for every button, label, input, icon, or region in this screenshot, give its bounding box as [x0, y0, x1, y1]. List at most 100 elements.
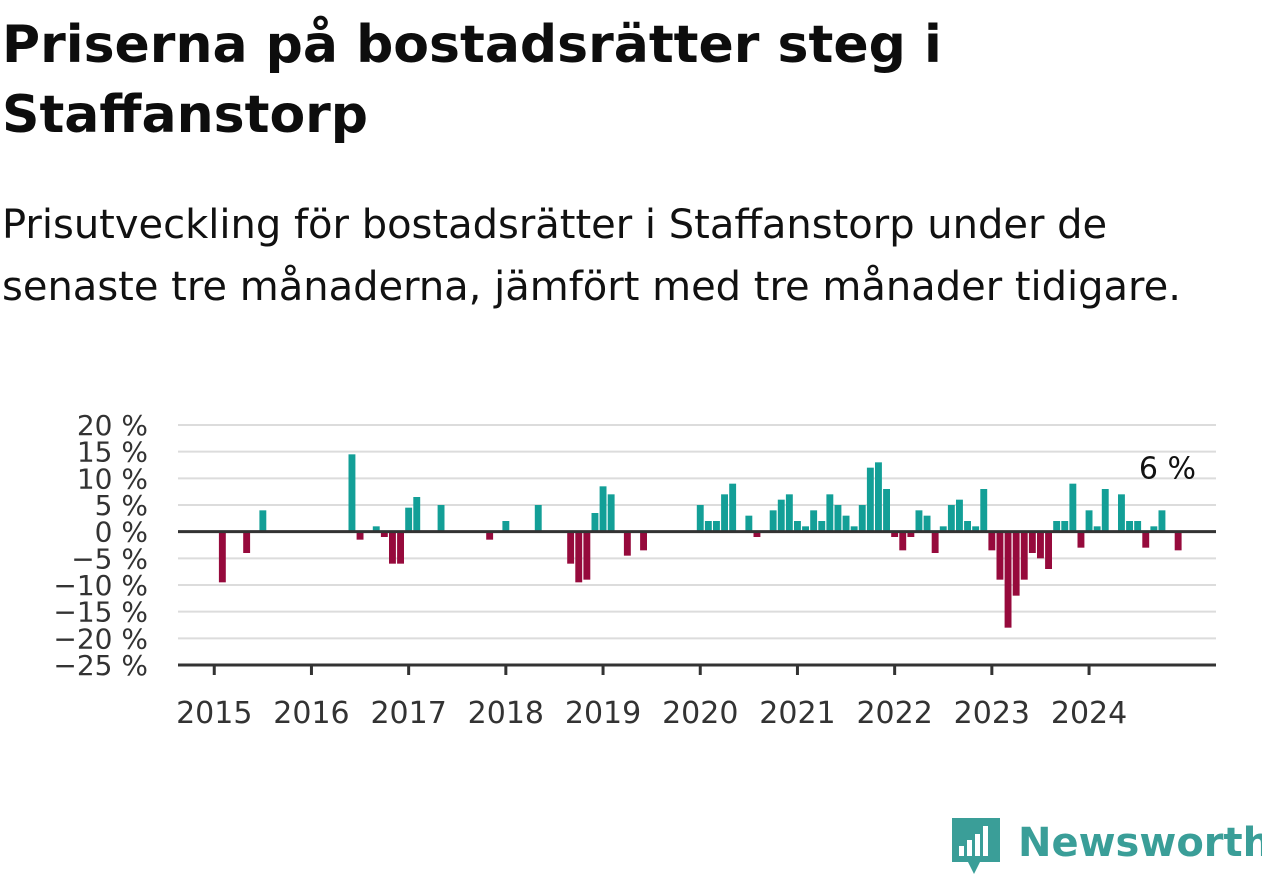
bar: [1045, 531, 1052, 569]
x-tick-label: 2024: [1051, 696, 1127, 730]
x-axis-tick-labels: 2015 2016 2017 2018 2019 2020 2021 2022 2023 2024: [176, 696, 1127, 730]
bar: [956, 499, 963, 532]
y-tick-label: 0 %: [95, 516, 148, 549]
bar: [1126, 521, 1133, 532]
bar: [1069, 483, 1077, 532]
bar: [640, 531, 647, 551]
bars: [218, 454, 1182, 628]
bar: [1004, 531, 1012, 628]
x-tick-label: 2023: [954, 696, 1030, 730]
bar: [988, 531, 996, 551]
bar: [413, 497, 421, 532]
x-tick-label: 2021: [759, 696, 835, 730]
bar: [729, 483, 737, 532]
bar: [1158, 510, 1166, 532]
bar: [721, 494, 728, 532]
chart-title: Priserna på bostadsrätter steg i Staffan…: [2, 15, 942, 145]
bar: [972, 526, 980, 532]
bar: [356, 531, 364, 540]
x-tick-label: 2022: [856, 696, 932, 730]
y-tick-label: −5 %: [71, 542, 148, 575]
bar: [1174, 531, 1182, 551]
x-tick-label: 2017: [370, 696, 446, 730]
bar: [1053, 521, 1061, 532]
bar: [437, 505, 445, 532]
newsworthy-logo-text: Newsworthy: [1018, 820, 1262, 866]
bar: [1134, 521, 1142, 532]
bar: [826, 494, 834, 532]
bar: [745, 515, 753, 532]
bar: [405, 507, 413, 532]
newsworthy-logo-icon: [952, 818, 1000, 874]
bar: [875, 462, 882, 532]
bar: [842, 515, 850, 532]
bar: [599, 486, 607, 532]
bar: [1085, 510, 1093, 532]
bar: [777, 499, 785, 532]
bar: [1061, 521, 1069, 532]
bar: [947, 505, 955, 532]
y-tick-label: 20 %: [77, 409, 148, 442]
y-tick-label: 10 %: [77, 462, 148, 495]
bar: [915, 510, 923, 532]
bar: [575, 531, 583, 583]
bar: [583, 531, 591, 580]
bar: [1093, 526, 1101, 532]
bar: [850, 526, 858, 532]
chart-subtitle: Prisutveckling för bostadsrätter i Staff…: [2, 202, 1181, 310]
bar: [397, 531, 404, 564]
bar: [534, 505, 542, 532]
bar: [623, 531, 631, 556]
bar: [794, 521, 801, 532]
bar: [1118, 494, 1125, 532]
bar: [858, 505, 866, 532]
bar: [980, 489, 988, 532]
bar: [1012, 531, 1020, 596]
y-tick-label: −20 %: [53, 622, 148, 655]
bar: [1020, 531, 1028, 580]
bar: [713, 521, 720, 532]
x-tick-label: 2015: [176, 696, 252, 730]
bar: [1037, 531, 1044, 559]
last-value-label: 6 %: [1139, 452, 1196, 487]
bar: [1150, 526, 1158, 532]
bar: [891, 531, 899, 537]
bar: [1142, 531, 1150, 548]
bar: [899, 531, 907, 551]
bar: [380, 531, 388, 537]
bar: [704, 521, 712, 532]
y-axis-tick-labels: 20 %15 %10 %5 %0 %−5 %−10 %−15 %−20 %−25…: [53, 409, 148, 682]
bar: [243, 531, 251, 553]
x-tick-label: 2016: [273, 696, 349, 730]
bar: [1077, 531, 1085, 548]
x-tick-label: 2019: [565, 696, 641, 730]
bar: [769, 510, 777, 532]
y-tick-label: −15 %: [53, 596, 148, 629]
bar: [923, 515, 931, 532]
bar: [607, 494, 615, 532]
bar: [696, 505, 704, 532]
bar: [1028, 531, 1036, 553]
y-tick-label: −10 %: [53, 569, 148, 602]
bar: [802, 526, 809, 532]
bar: [834, 505, 842, 532]
y-tick-label: 15 %: [77, 436, 148, 469]
bar-chart: 20 %15 %10 %5 %0 %−5 %−10 %−15 %−20 %−25…: [53, 409, 1216, 730]
bar: [785, 494, 793, 532]
bar: [753, 531, 761, 537]
bar: [348, 454, 356, 532]
bar: [372, 526, 380, 532]
bar: [907, 531, 915, 537]
bar: [939, 526, 947, 532]
bar: [810, 510, 818, 532]
bar: [259, 510, 267, 532]
bar: [996, 531, 1004, 580]
bar: [486, 531, 494, 540]
bar: [218, 531, 226, 583]
bar: [818, 521, 826, 532]
bar: [964, 521, 971, 532]
bar: [502, 521, 510, 532]
y-tick-label: −25 %: [53, 649, 148, 682]
x-tick-label: 2018: [468, 696, 544, 730]
bar: [883, 489, 890, 532]
